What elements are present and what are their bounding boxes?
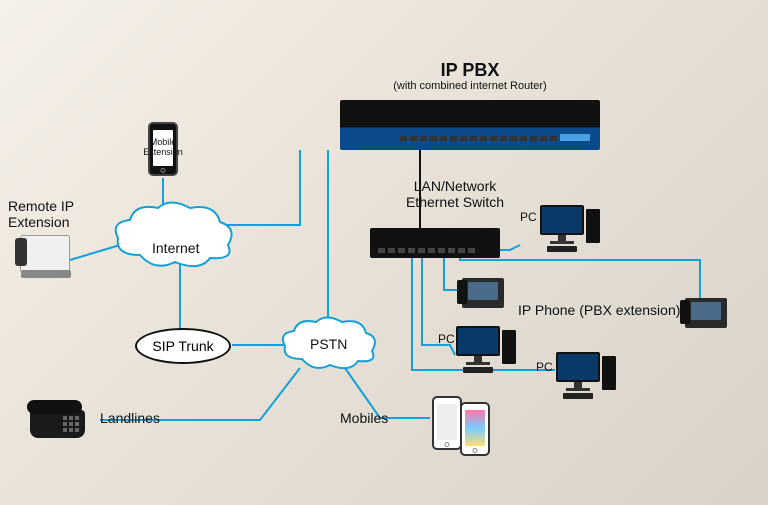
pc-icon-1 [540,205,584,252]
mobile-extension-device: Mobile Extension [148,122,178,176]
pbx-subtitle: (with combined internet Router) [340,80,600,92]
landline-icon [30,410,85,438]
internet-label: Internet [152,240,199,256]
pc-icon-3 [556,352,600,399]
pbx-title: IP PBX [340,60,600,81]
lan-switch-label: LAN/Network Ethernet Switch [370,178,540,210]
sip-trunk-label: SIP Trunk [152,338,213,354]
mobile-device-2 [460,402,490,456]
mobile-extension-label: Mobile Extension [153,130,173,166]
pstn-label: PSTN [310,336,347,352]
pc-label-2: PC [438,332,455,346]
remote-ip-phone-icon [20,235,70,273]
pc-icon-2 [456,326,500,373]
remote-ip-label: Remote IP Extension [8,198,74,230]
pc-label-1: PC [520,210,537,224]
landlines-label: Landlines [100,410,160,426]
pbx-device [340,100,600,150]
ip-phone-icon-2 [685,298,727,328]
ethernet-switch-device [370,228,500,258]
mobiles-label: Mobiles [340,410,388,426]
sip-trunk-node: SIP Trunk [135,328,231,364]
pc-label-3: PC [536,360,553,374]
ip-phone-icon-1 [462,278,504,308]
ip-phone-ext-label: IP Phone (PBX extension) [518,302,680,318]
mobile-device-1 [432,396,462,450]
